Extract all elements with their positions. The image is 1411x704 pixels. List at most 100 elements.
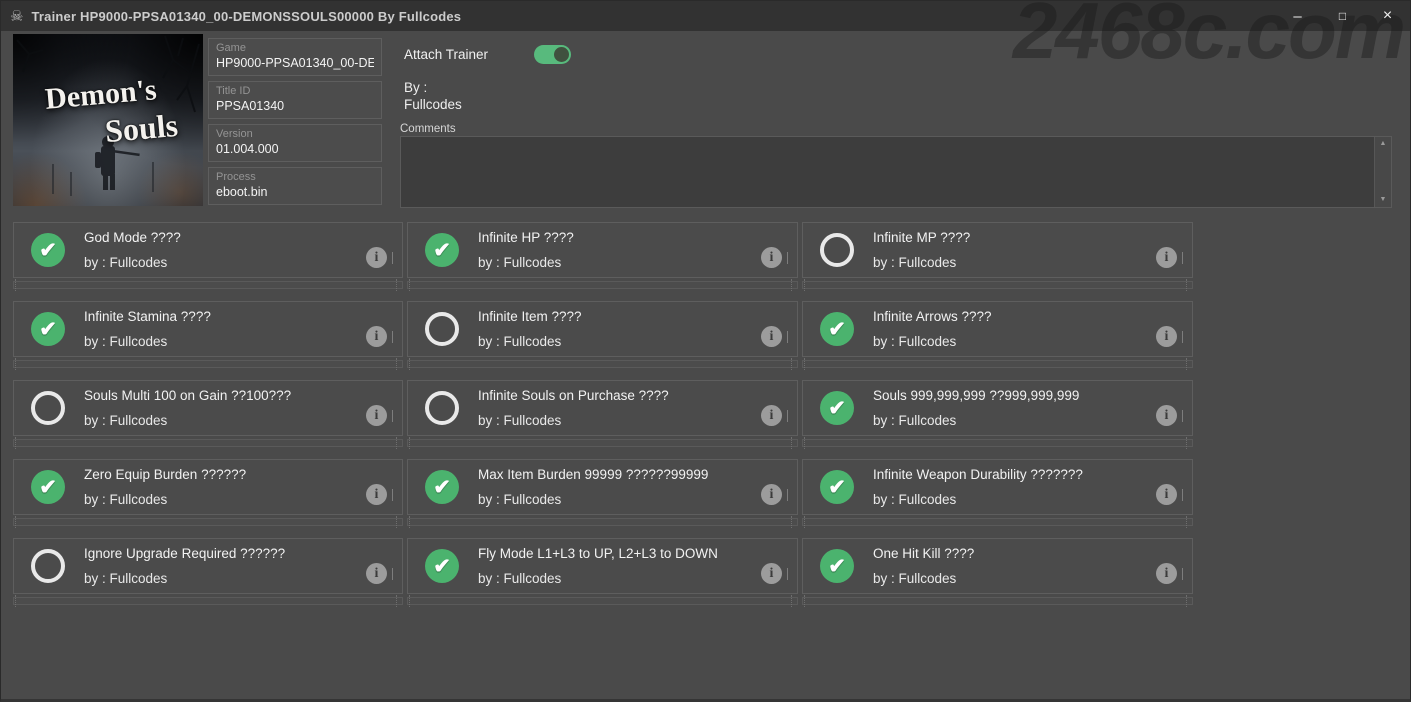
cheat-toggle[interactable]: ✔: [820, 312, 854, 346]
cheat-texts: Infinite Weapon Durability ??????? by : …: [873, 467, 1192, 507]
cheat-texts: Max Item Burden 99999 ??????99999 by : F…: [478, 467, 797, 507]
check-icon: ✔: [828, 554, 846, 578]
hotkey-strip[interactable]: [407, 437, 798, 449]
process-field: Process eboot.bin: [208, 167, 382, 205]
info-icon[interactable]: i: [761, 326, 782, 347]
info-icon[interactable]: i: [366, 326, 387, 347]
cheat-toggle[interactable]: [31, 391, 65, 425]
info-icon[interactable]: i: [761, 405, 782, 426]
cheat-author: by : Fullcodes: [478, 492, 562, 507]
hotkey-strip[interactable]: [407, 595, 798, 607]
cheat-texts: Infinite MP ???? by : Fullcodes: [873, 230, 1192, 270]
comments-textarea[interactable]: [401, 137, 1374, 207]
cheat-toggle[interactable]: [31, 549, 65, 583]
check-icon: ✔: [433, 475, 451, 499]
cheat-toggle[interactable]: [820, 233, 854, 267]
cheat-title: Infinite HP ????: [478, 230, 574, 245]
cheat-card: Infinite Item ???? by : Fullcodes i: [407, 301, 798, 357]
cheat-toggle[interactable]: ✔: [425, 470, 459, 504]
info-icon[interactable]: i: [366, 563, 387, 584]
cheat-toggle[interactable]: [425, 391, 459, 425]
title-id-field-label: Title ID: [216, 85, 251, 97]
hotkey-strip[interactable]: [802, 516, 1193, 528]
cheat-title: Souls 999,999,999 ??999,999,999: [873, 388, 1080, 403]
cheat-texts: Infinite HP ???? by : Fullcodes: [478, 230, 797, 270]
cheat-toggle[interactable]: ✔: [425, 549, 459, 583]
cheat-cell: ✔ One Hit Kill ???? by : Fullcodes i: [802, 538, 1193, 607]
cheat-toggle[interactable]: ✔: [31, 312, 65, 346]
game-field-label: Game: [216, 42, 246, 54]
game-field: Game HP9000-PPSA01340_00-DEMONSSOULS0000…: [208, 38, 382, 76]
cheat-toggle[interactable]: ✔: [31, 470, 65, 504]
cheat-cell: ✔ Max Item Burden 99999 ??????99999 by :…: [407, 459, 798, 528]
info-icon[interactable]: i: [761, 563, 782, 584]
cheat-author: by : Fullcodes: [84, 492, 168, 507]
cheat-title: Ignore Upgrade Required ??????: [84, 546, 286, 561]
hotkey-strip[interactable]: [13, 437, 403, 449]
cheat-texts: Infinite Arrows ???? by : Fullcodes: [873, 309, 1192, 349]
info-divider: [1182, 331, 1183, 343]
info-icon[interactable]: i: [1156, 405, 1177, 426]
cheat-cell: Ignore Upgrade Required ?????? by : Full…: [13, 538, 403, 607]
info-icon[interactable]: i: [1156, 326, 1177, 347]
version-field-label: Version: [216, 128, 253, 140]
info-icon[interactable]: i: [1156, 247, 1177, 268]
info-icon[interactable]: i: [366, 247, 387, 268]
hotkey-strip[interactable]: [13, 595, 403, 607]
cheat-toggle[interactable]: ✔: [31, 233, 65, 267]
info-icon[interactable]: i: [761, 247, 782, 268]
hotkey-strip[interactable]: [802, 279, 1193, 291]
cheat-card: ✔ Zero Equip Burden ?????? by : Fullcode…: [13, 459, 403, 515]
toggle-knob-icon: [554, 47, 570, 62]
minimize-button[interactable]: –: [1293, 7, 1302, 25]
hotkey-strip[interactable]: [802, 358, 1193, 370]
cheat-title: Infinite MP ????: [873, 230, 971, 245]
hotkey-strip[interactable]: [13, 358, 403, 370]
close-button[interactable]: ×: [1382, 7, 1393, 24]
comments-box: ▲ ▼: [400, 136, 1392, 208]
cheat-toggle[interactable]: ✔: [820, 549, 854, 583]
cheat-card: Infinite Souls on Purchase ???? by : Ful…: [407, 380, 798, 436]
info-divider: [1182, 489, 1183, 501]
cheat-toggle[interactable]: [425, 312, 459, 346]
cheat-title: Infinite Arrows ????: [873, 309, 992, 324]
info-icon[interactable]: i: [366, 405, 387, 426]
comments-scrollbar[interactable]: ▲ ▼: [1374, 137, 1391, 207]
hotkey-strip[interactable]: [407, 358, 798, 370]
cheat-title: Infinite Item ????: [478, 309, 582, 324]
cheat-toggle[interactable]: ✔: [820, 470, 854, 504]
cheat-author: by : Fullcodes: [478, 571, 562, 586]
process-field-label: Process: [216, 171, 256, 183]
hotkey-strip[interactable]: [13, 279, 403, 291]
hotkey-strip[interactable]: [13, 516, 403, 528]
info-icon[interactable]: i: [761, 484, 782, 505]
cheat-author: by : Fullcodes: [873, 571, 957, 586]
hotkey-strip[interactable]: [407, 279, 798, 291]
cheat-author: by : Fullcodes: [873, 413, 957, 428]
cheat-texts: Zero Equip Burden ?????? by : Fullcodes: [84, 467, 402, 507]
info-divider: [787, 410, 788, 422]
maximize-button[interactable]: □: [1338, 9, 1347, 23]
cheat-author: by : Fullcodes: [873, 334, 957, 349]
scroll-down-icon[interactable]: ▼: [1379, 196, 1387, 203]
boxart-title-line2: Souls: [103, 106, 180, 150]
cheat-title: Fly Mode L1+L3 to UP, L2+L3 to DOWN: [478, 546, 718, 561]
cheat-toggle[interactable]: ✔: [425, 233, 459, 267]
info-icon[interactable]: i: [1156, 484, 1177, 505]
cheat-author: by : Fullcodes: [873, 255, 957, 270]
process-field-value: eboot.bin: [216, 185, 268, 199]
cheat-texts: One Hit Kill ???? by : Fullcodes: [873, 546, 1192, 586]
cheat-toggle[interactable]: ✔: [820, 391, 854, 425]
cheat-author: by : Fullcodes: [873, 492, 957, 507]
attach-trainer-toggle[interactable]: [534, 45, 572, 64]
attach-trainer-row: Attach Trainer: [404, 45, 572, 64]
hotkey-strip[interactable]: [802, 437, 1193, 449]
cheat-card: Ignore Upgrade Required ?????? by : Full…: [13, 538, 403, 594]
info-icon[interactable]: i: [366, 484, 387, 505]
info-icon[interactable]: i: [1156, 563, 1177, 584]
check-icon: ✔: [433, 238, 451, 262]
hotkey-strip[interactable]: [407, 516, 798, 528]
scroll-up-icon[interactable]: ▲: [1379, 140, 1387, 147]
cheat-cell: ✔ Fly Mode L1+L3 to UP, L2+L3 to DOWN by…: [407, 538, 798, 607]
hotkey-strip[interactable]: [802, 595, 1193, 607]
